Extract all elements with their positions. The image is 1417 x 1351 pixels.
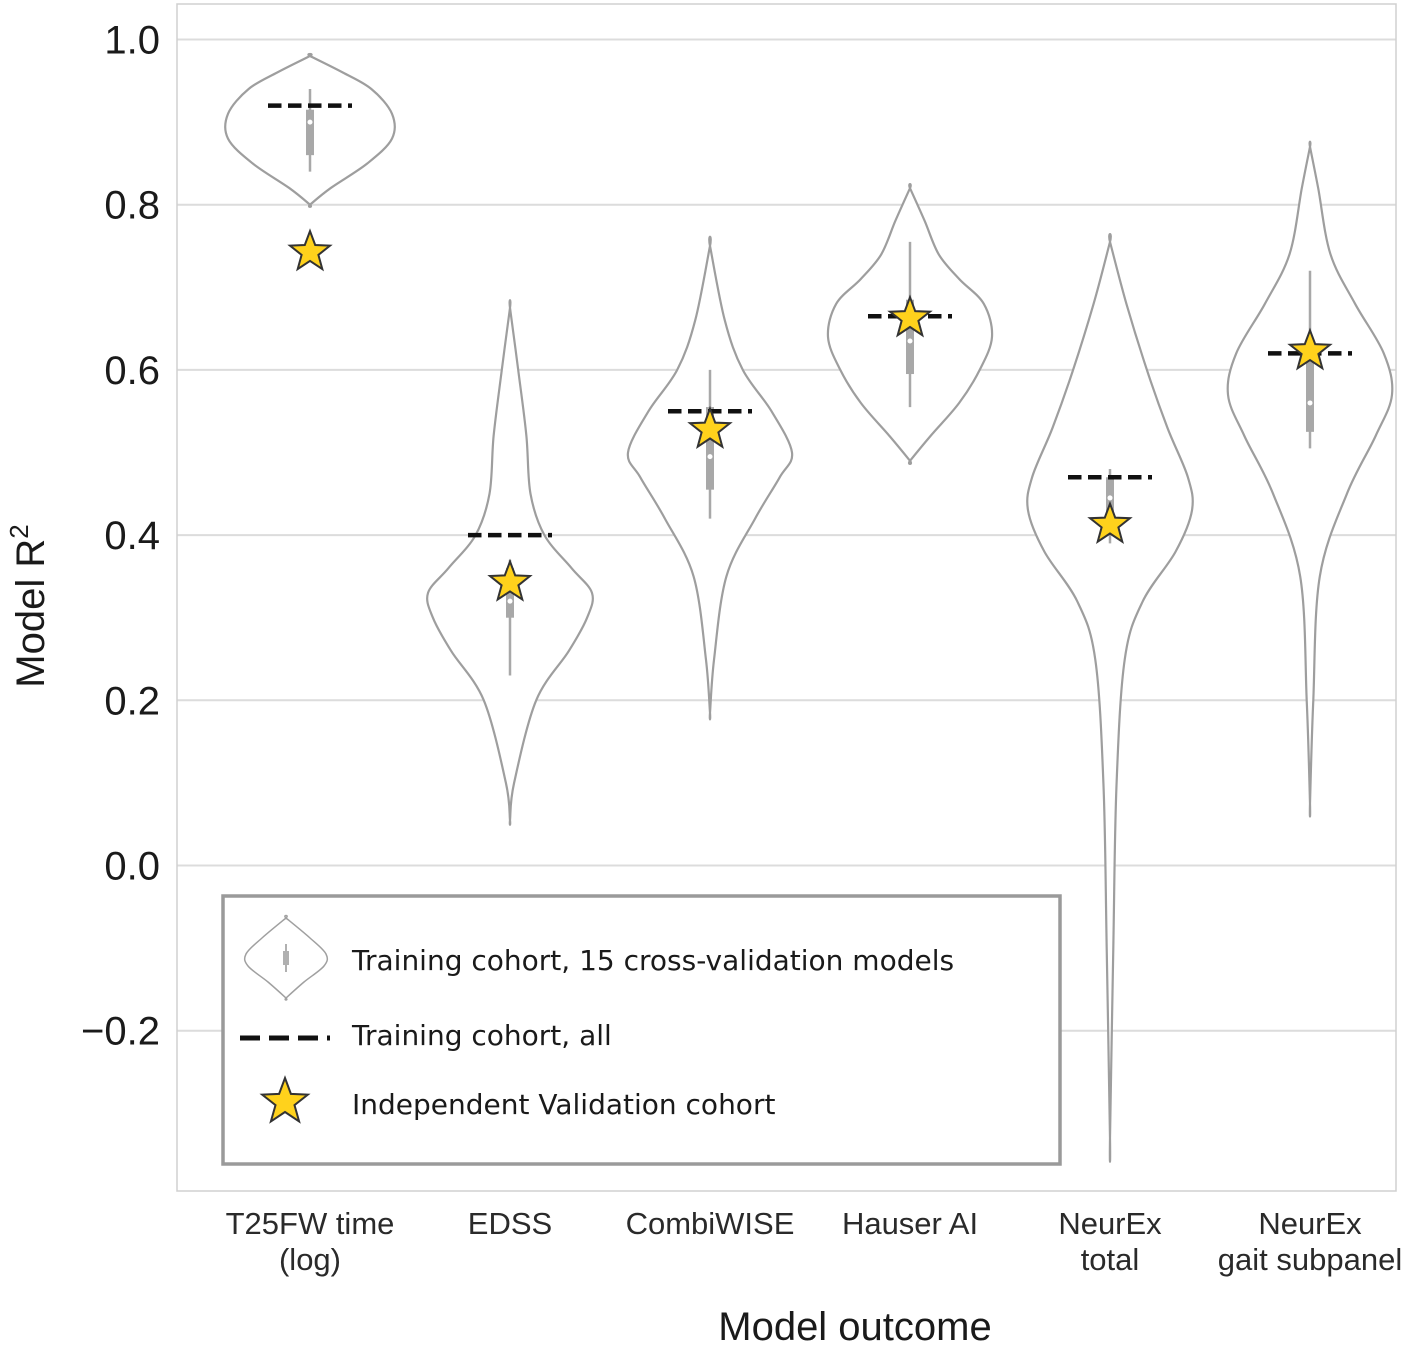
violin-body — [1026, 233, 1194, 1163]
y-tick-label: 0.8 — [104, 184, 160, 228]
legend-label-violin: Training cohort, 15 cross-validation mod… — [351, 944, 954, 977]
violin-iqr-box — [906, 299, 914, 375]
violin-median — [907, 338, 913, 344]
gridlines — [177, 38, 1396, 1032]
violin-median — [1307, 400, 1313, 406]
y-tick-label: 0.2 — [104, 679, 160, 723]
x-tick-label-line: Hauser AI — [842, 1206, 978, 1241]
legend-star-marker — [259, 1075, 311, 1124]
x-tick-label: NeurEx total — [1058, 1206, 1162, 1277]
y-axis-title-text: Model R — [9, 539, 53, 688]
violin-group — [426, 299, 594, 826]
legend-box — [221, 894, 1062, 1166]
legend-violin-box — [283, 951, 289, 965]
x-tick-label: NeurEx gait subpanel — [1218, 1206, 1402, 1277]
violin-median — [307, 119, 313, 125]
y-tick-label: 0.0 — [104, 845, 160, 889]
x-tick-label-line: total — [1081, 1242, 1140, 1277]
x-tick-label-line: (log) — [279, 1242, 341, 1277]
violin-median — [1107, 495, 1113, 501]
x-tick-labels: T25FW time (log) EDSS CombiWISE Hauser AI Neu… — [226, 1206, 1403, 1277]
validation-star — [1287, 327, 1333, 371]
y-axis-title-group: Model R2 — [4, 524, 53, 687]
violin-iqr-box — [306, 109, 314, 156]
x-tick-label-line: NeurEx — [1058, 1206, 1162, 1241]
violin-body — [1226, 140, 1394, 818]
violin-group — [1026, 233, 1194, 1163]
x-tick-label-line: CombiWISE — [626, 1206, 795, 1241]
y-axis-title: Model R2 — [4, 524, 53, 687]
validation-star — [887, 294, 933, 338]
y-tick-label: 0.4 — [104, 514, 160, 558]
y-tick-labels: 1.0 0.8 0.6 0.4 0.2 0.0 −0.2 — [81, 19, 160, 1054]
x-tick-label-line: T25FW time — [226, 1206, 395, 1241]
validation-star — [687, 405, 733, 450]
y-tick-label: 1.0 — [104, 19, 160, 63]
legend-label-star: Independent Validation cohort — [352, 1088, 775, 1121]
violin-group — [626, 235, 794, 721]
y-tick-label: −0.2 — [81, 1010, 160, 1054]
violin-median — [507, 598, 513, 604]
y-tick-label: 0.6 — [104, 349, 160, 393]
x-tick-label: Hauser AI — [842, 1206, 978, 1241]
violin-iqr-box — [506, 568, 514, 618]
x-axis-title: Model outcome — [718, 1305, 991, 1349]
violin-group — [1226, 140, 1394, 818]
legend-label-dashed: Training cohort, all — [351, 1019, 612, 1052]
x-tick-label-line: NeurEx — [1258, 1206, 1362, 1241]
legend: Training cohort, 15 cross-validation mod… — [221, 894, 1062, 1166]
plot-frame — [176, 3, 1397, 1192]
validation-star — [287, 228, 333, 272]
x-tick-label: CombiWISE — [626, 1206, 795, 1241]
validation-star — [1087, 500, 1133, 545]
x-tick-label-line: gait subpanel — [1218, 1242, 1402, 1277]
legend-violin-marker — [243, 914, 329, 1001]
violin-group — [224, 52, 396, 272]
violin-iqr-box — [1306, 353, 1314, 432]
violins — [224, 52, 1394, 1163]
x-tick-label: T25FW time (log) — [226, 1206, 395, 1277]
violin-iqr-box — [706, 407, 714, 490]
validation-star — [487, 558, 533, 602]
y-axis-title-superscript: 2 — [4, 524, 34, 538]
x-tick-label: EDSS — [468, 1206, 552, 1241]
violin-group — [826, 182, 994, 465]
x-tick-label-line: EDSS — [468, 1206, 552, 1241]
violin-median — [707, 454, 713, 460]
